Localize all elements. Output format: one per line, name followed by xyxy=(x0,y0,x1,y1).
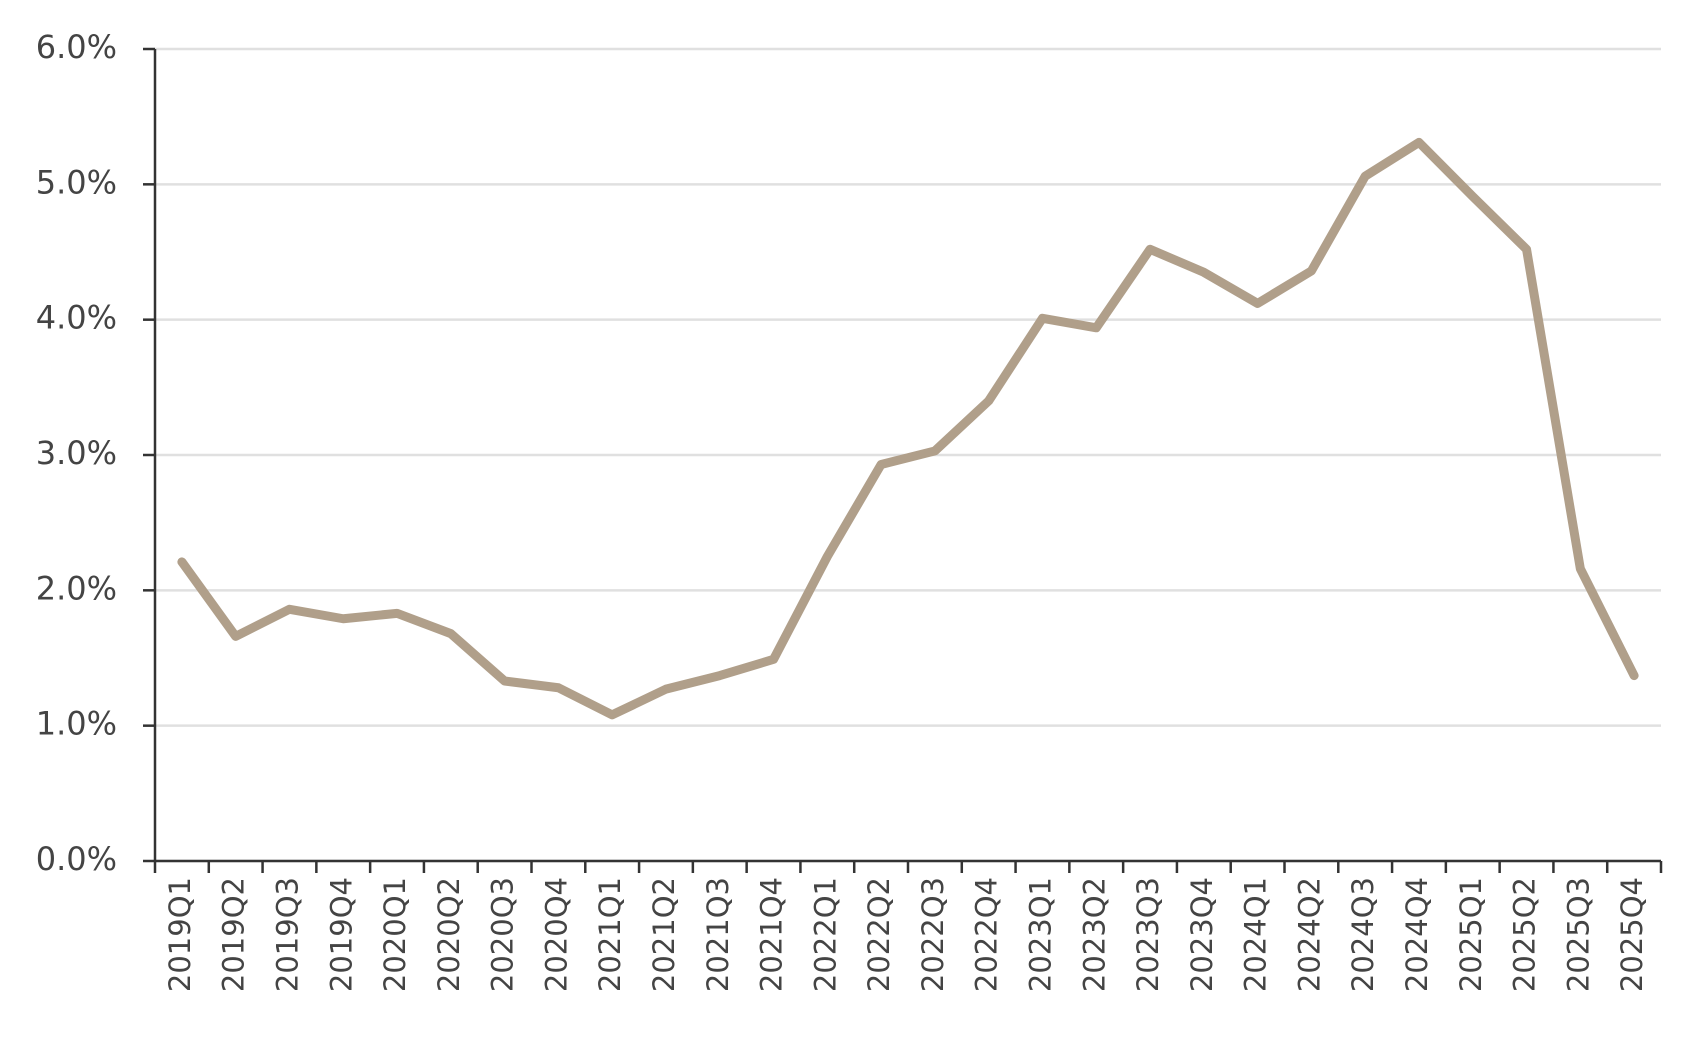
y-tick-label: 4.0% xyxy=(36,299,117,337)
x-tick-label: 2023Q3 xyxy=(1131,877,1165,992)
x-tick-label: 2022Q1 xyxy=(808,877,842,992)
x-tick-label: 2025Q3 xyxy=(1561,877,1595,992)
x-tick-label: 2025Q4 xyxy=(1615,877,1649,992)
x-tick-label: 2019Q4 xyxy=(324,877,358,992)
x-tick-label: 2024Q1 xyxy=(1239,877,1273,992)
x-tick-label: 2021Q2 xyxy=(647,877,681,992)
x-tick-label: 2022Q4 xyxy=(970,877,1004,992)
x-tick-label: 2020Q3 xyxy=(486,877,520,992)
x-tick-label: 2022Q2 xyxy=(862,877,896,992)
x-tick-label: 2024Q2 xyxy=(1292,877,1326,992)
y-tick-label: 5.0% xyxy=(36,163,117,201)
x-tick-label: 2023Q1 xyxy=(1023,877,1057,992)
x-tick-label: 2022Q3 xyxy=(916,877,950,992)
x-tick-label: 2020Q2 xyxy=(432,877,466,992)
data-line xyxy=(177,137,1639,720)
x-tick-label: 2020Q4 xyxy=(539,877,573,992)
x-tick-label: 2019Q3 xyxy=(270,877,304,992)
x-tick-label: 2019Q2 xyxy=(217,877,251,992)
x-tick-label: 2019Q1 xyxy=(163,877,197,992)
x-tick-label: 2021Q4 xyxy=(755,877,789,992)
y-tick-label: 6.0% xyxy=(36,28,117,66)
x-tick-label: 2025Q1 xyxy=(1454,877,1488,992)
x-tick-label: 2025Q2 xyxy=(1508,877,1542,992)
x-tick-label: 2024Q3 xyxy=(1346,877,1380,992)
x-tick-label: 2020Q1 xyxy=(378,877,412,992)
x-tick-label: 2021Q3 xyxy=(701,877,735,992)
y-tick-label: 3.0% xyxy=(36,434,117,472)
y-tick-label: 0.0% xyxy=(36,840,117,878)
x-tick-label: 2023Q2 xyxy=(1077,877,1111,992)
y-tick-label: 2.0% xyxy=(36,569,117,607)
x-tick-label: 2021Q1 xyxy=(593,877,627,992)
y-tick-label: 1.0% xyxy=(36,705,117,743)
x-tick-label: 2024Q4 xyxy=(1400,877,1434,992)
x-tick-label: 2023Q4 xyxy=(1185,877,1219,992)
